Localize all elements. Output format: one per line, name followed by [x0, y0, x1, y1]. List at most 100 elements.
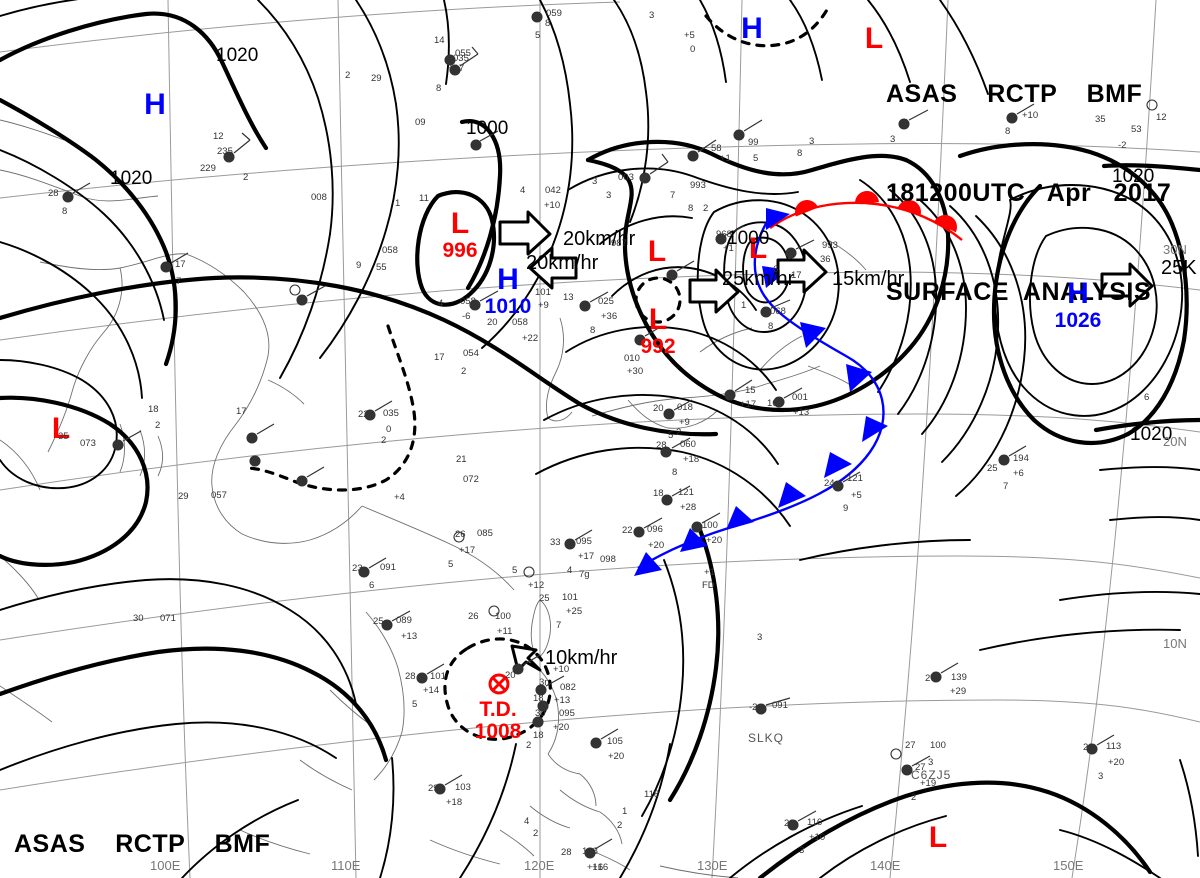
td-pressure: 1008: [474, 720, 522, 744]
isobar-label-1000-3: 1000: [727, 228, 770, 249]
isobar-label-1000-2: 1000: [466, 118, 509, 139]
td-designation: T.D.: [479, 698, 517, 721]
station-plot-value: 2: [617, 820, 623, 831]
station-plot-value: 194: [1013, 453, 1029, 464]
tropical-cyclone-icon: [488, 673, 510, 695]
station-plot-value: 8: [672, 467, 678, 478]
latitude-label-30N: 30N: [1163, 242, 1187, 257]
pressure-center-symbol: L: [450, 207, 470, 240]
station-plot-value: 091: [772, 700, 788, 711]
station-plot-value: 29: [371, 73, 382, 84]
station-plot-value: 22: [358, 409, 369, 420]
motion-arrow-pacific-low: [776, 248, 828, 294]
station-plot-value: 6: [369, 580, 375, 591]
station-plot-value: 101: [430, 671, 446, 682]
pressure-center-value: 1010: [484, 295, 532, 318]
station-plot-value: 20: [653, 403, 664, 414]
station-plot-value: +1: [704, 567, 715, 578]
station-plot-value: 091: [380, 562, 396, 573]
station-plot-value: 1: [622, 806, 628, 817]
station-plot-value: 095: [559, 708, 575, 719]
station-plot-value: 7g: [579, 569, 590, 580]
station-plot-value: 17: [236, 406, 247, 417]
station-plot-value: 054: [463, 348, 479, 359]
station-plot-value: 018: [677, 402, 693, 413]
longitude-label-130E: 130E: [697, 858, 728, 873]
station-plot-value: 072: [463, 474, 479, 485]
title-top-line1: ASAS RCTP BMF: [886, 80, 1143, 108]
station-plot-value: 15: [745, 385, 756, 396]
station-plot-value: 100: [702, 520, 718, 531]
station-plot-value: 035: [453, 53, 469, 64]
motion-speed-label-3: 15km/hr: [832, 268, 905, 290]
station-plot-value: 53: [1131, 124, 1142, 135]
station-plot-value: +10: [809, 832, 826, 843]
station-plot-value: 139: [951, 672, 967, 683]
pressure-center-h-0: H: [129, 90, 181, 120]
pressure-center-l-4: L: [631, 237, 683, 267]
pressure-center-value: 996: [442, 239, 478, 262]
pressure-center-symbol: L: [51, 412, 71, 445]
station-plot-value: 3: [606, 190, 612, 201]
station-plot-value: 17: [175, 259, 186, 270]
pressure-center-symbol: L: [647, 235, 667, 268]
station-plot-value: 100: [930, 740, 946, 751]
station-plot-value: 18: [653, 488, 664, 499]
station-plot-value: +11: [497, 626, 513, 637]
station-plot-value: +13: [401, 631, 418, 642]
station-plot-value: 9: [356, 260, 362, 271]
station-plot-value: 968: [716, 229, 732, 240]
tropical-depression-label: T.D. 1008: [450, 698, 546, 744]
latitude-label-20N: 20N: [1163, 434, 1187, 449]
station-plot-value: 035: [383, 408, 399, 419]
station-plot-value: 7: [670, 190, 676, 201]
station-plot-value: 30: [133, 613, 144, 624]
motion-arrow-992: [688, 268, 740, 314]
station-plot-value: 7: [556, 620, 562, 631]
station-plot-value: 098: [600, 554, 616, 565]
station-plot-value: 25: [987, 463, 998, 474]
station-plot-value: 3: [649, 10, 655, 21]
station-plot-value: +20: [648, 540, 665, 551]
warm-front-semicircles: [795, 191, 957, 233]
station-plot-value: 30: [535, 708, 546, 719]
cold-front-triangles: [634, 208, 888, 576]
station-plot-value: 2: [703, 203, 709, 214]
motion-arrow-1010: [528, 246, 578, 290]
station-plot-value: 58: [711, 143, 722, 154]
station-plot-value: 058: [382, 245, 398, 256]
pressure-center-symbol: H: [741, 12, 763, 45]
station-plot-value: 101: [562, 592, 578, 603]
station-plot-value: +9: [538, 300, 549, 311]
station-plot-value: -2: [1118, 140, 1127, 151]
station-plot-value: 058: [512, 317, 528, 328]
station-plot-value: 073: [80, 438, 96, 449]
pressure-center-symbol: L: [748, 232, 768, 265]
station-plot-value: +4: [394, 492, 405, 503]
station-plot-value: 12: [1156, 112, 1167, 123]
station-plot-value: 29: [428, 783, 439, 794]
station-plot-value: +25: [566, 606, 583, 617]
motion-speed-label-1: 20km/hr: [526, 252, 599, 274]
station-plot-value: 096: [647, 524, 663, 535]
station-plot-value: 5: [535, 30, 541, 41]
station-plot-value: 20: [505, 670, 516, 681]
motion-speed-label-2: 25km/hr: [722, 268, 795, 290]
station-plot-value: +20: [706, 535, 723, 546]
station-plot-value: 229: [200, 163, 216, 174]
station-plot-value: 28: [784, 818, 795, 829]
station-plot-value: 7: [1003, 481, 1009, 492]
pressure-center-l-2: L 996: [434, 207, 486, 262]
station-plot-value: +36: [601, 311, 618, 322]
station-plot-value: 55: [376, 262, 387, 273]
ship-callsign-c6zj5: C6ZJ5: [911, 768, 952, 782]
station-plot-value: 001: [792, 392, 808, 403]
station-plot-value: 100: [495, 611, 511, 622]
station-plot-value: 059: [546, 8, 562, 19]
motion-speed-label-5: 10km/hr: [545, 647, 618, 669]
station-plot-value: 089: [396, 615, 412, 626]
station-plot-value: 095: [576, 536, 592, 547]
station-plot-value: 4: [520, 185, 526, 196]
station-plot-value: +13: [554, 695, 571, 706]
